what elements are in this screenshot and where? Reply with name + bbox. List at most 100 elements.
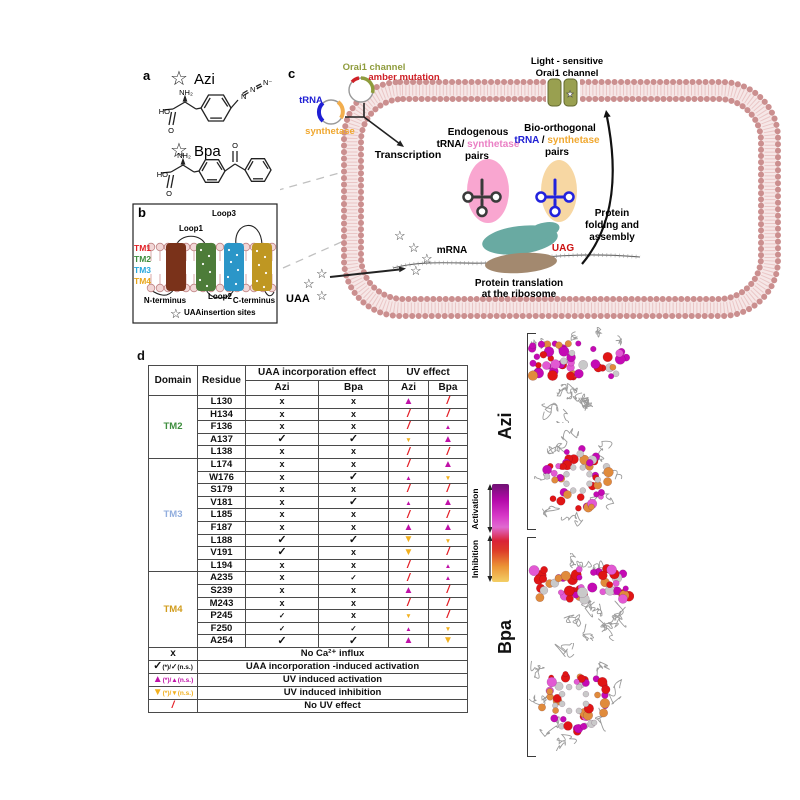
residue-cell: L138 — [197, 445, 246, 459]
symbol-x: x — [350, 547, 356, 558]
effect-cell: ▼ — [427, 470, 469, 485]
symbol-u: ▲ — [403, 521, 414, 533]
effect-cell: ✓ — [318, 533, 389, 548]
symbol-x: x — [350, 509, 356, 520]
symbol-s: / — [446, 546, 450, 559]
table-row: L138 x x / / — [149, 445, 469, 459]
panel-a-label: a — [143, 68, 151, 83]
header-uv-azi: Azi — [388, 380, 429, 396]
symbol-x: x — [279, 471, 285, 482]
orai1-channel-icon: ★ — [546, 78, 580, 108]
symbol-c: ✓ — [348, 533, 359, 546]
legend-text: UV induced inhibition — [196, 685, 469, 700]
symbol-x: x — [350, 421, 356, 432]
legend-text: No Ca²⁺ influx — [196, 646, 469, 661]
symbol-s: / — [406, 508, 411, 521]
symbol-x: x — [350, 459, 356, 470]
symbol-x: x — [279, 496, 285, 507]
effect-cell: x — [318, 558, 389, 573]
uaa-entry-arrow — [329, 266, 406, 278]
symbol-c: ✓ — [348, 634, 359, 647]
svg-text:☆: ☆ — [421, 251, 433, 266]
symbol-x: x — [350, 396, 356, 407]
header-uaa-bpa: Bpa — [318, 380, 389, 396]
symbol-u: ▲ — [443, 496, 453, 508]
domain-cell: TM3 — [148, 457, 198, 573]
effect-cell: x — [245, 457, 319, 472]
effect-cell: / — [388, 445, 429, 459]
table-row: TM3 L174 x x / ▲ — [148, 457, 469, 573]
symbol-x: x — [279, 396, 285, 407]
symbol-x: x — [350, 446, 356, 457]
legend-key: x — [148, 646, 198, 661]
effect-cell: ▲ — [427, 432, 469, 447]
synthetase-plasmid-label: synthetase — [305, 126, 355, 137]
bpa-structure-top-view — [528, 643, 623, 751]
panel-a-chemical-structures: a ☆ Azi HO O NH₂ N N⁺ N⁻ ☆ Bpa — [143, 68, 272, 198]
folding-line2: folding and — [585, 220, 639, 231]
legend-text: No UV effect — [196, 698, 469, 713]
tm4-helix — [252, 243, 272, 291]
endogenous-synthetase: synthetase — [464, 139, 519, 150]
table-row: TM4 A235 x ✓ / ▲ — [148, 571, 469, 648]
tm-helices — [166, 243, 272, 291]
effect-cell: ▼ — [427, 634, 469, 648]
symbol-u: ▲ — [443, 458, 453, 470]
folding-arrow — [581, 110, 614, 265]
bpa-structure — [160, 151, 272, 189]
inhibition-label: Inhibition — [470, 540, 480, 578]
effect-cell: / — [427, 596, 469, 611]
endogenous-line1: Endogenous — [448, 127, 509, 138]
azi-star-icon: ☆ — [170, 68, 188, 90]
bio-synthetase-blob — [541, 160, 577, 222]
tm3-label: TM3 — [134, 265, 151, 275]
light-sensitive-line2: Orai1 channel — [536, 68, 599, 79]
panel-b-label: b — [138, 205, 146, 220]
symbol-c: ✓ — [277, 546, 287, 559]
legend-row: ▼(*)/▼(n.s.) UV induced inhibition — [148, 685, 469, 700]
bpa-keto-o-label: O — [232, 141, 238, 150]
symbol-dn: ▼ — [444, 625, 452, 633]
legend-text: UV induced activation — [196, 672, 469, 687]
effect-cell: ▲ — [388, 395, 429, 409]
legend-key: / — [148, 698, 198, 713]
azi-group-label: Azi — [495, 412, 515, 440]
insertion-sites-label: UAAinsertion sites — [184, 308, 256, 317]
legend-key: ✓(*)/✓(n.s.) — [148, 659, 198, 674]
effect-cell: x — [245, 470, 319, 485]
residue-cell: W176 — [197, 470, 246, 485]
bpa-title: Bpa — [194, 143, 221, 160]
effect-cell: x — [245, 596, 319, 611]
symbol-x: x — [350, 559, 356, 570]
bio-trna: tRNA — [514, 135, 539, 146]
effect-cell: ▼ — [388, 546, 429, 560]
residue-cell: L194 — [197, 558, 246, 573]
legend-text: UAA incorporation -induced activation — [196, 659, 469, 674]
symbol-s: / — [446, 609, 450, 622]
effect-cell: / — [388, 420, 429, 434]
table-row: F250 ✓ ✓ ▲ ▼ — [149, 621, 469, 636]
symbol-s: / — [406, 571, 411, 584]
symbol-x: x — [350, 408, 356, 419]
symbol-dn: ▼ — [405, 613, 412, 621]
loop1-label: Loop1 — [179, 224, 204, 233]
legend-row: x No Ca²⁺ influx — [148, 646, 469, 661]
mrna-label: mRNA — [437, 245, 468, 256]
plasmids — [316, 76, 375, 125]
effect-cell: ▲ — [388, 634, 429, 648]
effect-cell: / — [388, 407, 429, 422]
residue-cell: F250 — [197, 621, 246, 636]
effect-cell: x — [245, 583, 319, 598]
bio-synthetase: synthetase — [547, 135, 600, 146]
symbol-un: ▲ — [444, 575, 452, 583]
transcription-arrow — [345, 103, 404, 147]
svg-text:☆: ☆ — [316, 266, 328, 281]
symbol-cn: ✓ — [350, 573, 357, 583]
symbol-x: x — [350, 521, 356, 532]
svg-text:☆: ☆ — [303, 276, 315, 291]
symbol-s: / — [406, 458, 411, 471]
symbol-x: x — [350, 484, 356, 495]
effect-cell: x — [318, 508, 389, 522]
effect-cell: ▲ — [388, 583, 429, 598]
symbol-x: x — [279, 509, 285, 520]
